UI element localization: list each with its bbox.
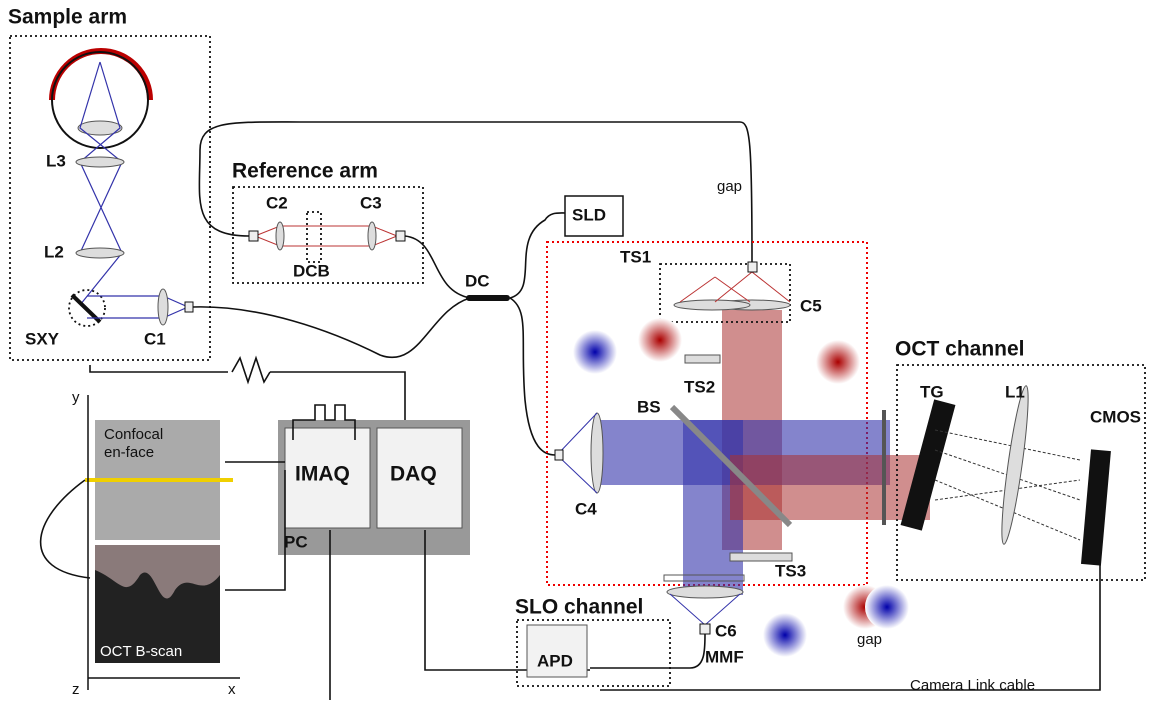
- camera-cable: [600, 565, 1100, 690]
- fiber-connector: [396, 231, 405, 241]
- lens-c4: [591, 413, 603, 493]
- label: DCB: [293, 261, 330, 280]
- lens-l1: [997, 385, 1033, 545]
- label: MMF: [705, 647, 744, 666]
- label: en-face: [104, 444, 154, 461]
- label: C4: [575, 499, 597, 518]
- spot: [865, 585, 909, 629]
- label: DAQ: [390, 463, 437, 486]
- label: SXY: [25, 329, 60, 348]
- label: BS: [637, 397, 661, 416]
- label: DC: [465, 271, 490, 290]
- c5-rays: [680, 272, 790, 302]
- spot: [816, 340, 860, 384]
- label: x: [228, 681, 236, 698]
- label: TS3: [775, 561, 806, 580]
- lens-c1: [158, 289, 168, 325]
- label: L1: [1005, 382, 1025, 401]
- fiber-connector: [249, 231, 258, 241]
- label: L2: [44, 242, 64, 261]
- label: C6: [715, 621, 737, 640]
- label: IMAQ: [295, 463, 350, 486]
- label: C3: [360, 193, 382, 212]
- label: z: [72, 681, 80, 698]
- label: C1: [144, 329, 166, 348]
- label: Camera Link cable: [910, 677, 1035, 694]
- label: gap: [717, 178, 742, 195]
- title: Reference arm: [232, 160, 378, 183]
- ts2-plate: [685, 355, 720, 363]
- spot: [638, 318, 682, 362]
- label: TS2: [684, 377, 715, 396]
- fiber: [590, 634, 705, 668]
- sample-arm-box: [10, 36, 210, 360]
- label: CMOS: [1090, 407, 1141, 426]
- sawtooth: [232, 358, 270, 382]
- fiber-connector: [748, 262, 757, 272]
- lens-l3: [76, 157, 124, 167]
- lens-c5b: [674, 300, 750, 310]
- diagram: Sample arm L3 L2 SXY C1 Reference arm C2…: [0, 0, 1149, 702]
- title: SLO channel: [515, 596, 643, 619]
- label: OCT B-scan: [100, 643, 182, 660]
- collimator-rays: [87, 296, 188, 318]
- title: OCT channel: [895, 338, 1025, 361]
- label: APD: [537, 651, 573, 670]
- fiber-connector: [185, 302, 193, 312]
- label: y: [72, 389, 80, 406]
- label: C5: [800, 296, 822, 315]
- label: gap: [857, 631, 882, 648]
- coupler: [466, 295, 510, 301]
- ts3-plate: [730, 553, 792, 561]
- eye-retina: [52, 51, 150, 100]
- red-beam-horizontal: [730, 455, 930, 520]
- spot: [763, 613, 807, 657]
- camera: [1081, 449, 1111, 565]
- label: C2: [266, 193, 288, 212]
- fiber-connector: [700, 624, 710, 634]
- arrow: [41, 480, 90, 578]
- title: Sample arm: [8, 6, 127, 29]
- spot: [573, 330, 617, 374]
- label: L3: [46, 151, 66, 170]
- lens-l2: [76, 248, 124, 258]
- lens-c6: [667, 586, 743, 598]
- label: SLD: [572, 205, 606, 224]
- label: TS1: [620, 247, 651, 266]
- label: PC: [284, 532, 308, 551]
- lens-c3: [368, 222, 376, 250]
- eye-lens: [78, 121, 122, 135]
- sample-rays: [80, 62, 122, 305]
- fiber-connector: [555, 450, 563, 460]
- lens-c2: [276, 222, 284, 250]
- c6-rays: [670, 594, 740, 625]
- label: TG: [920, 382, 944, 401]
- label: Confocal: [104, 426, 163, 443]
- dcb: [307, 212, 321, 262]
